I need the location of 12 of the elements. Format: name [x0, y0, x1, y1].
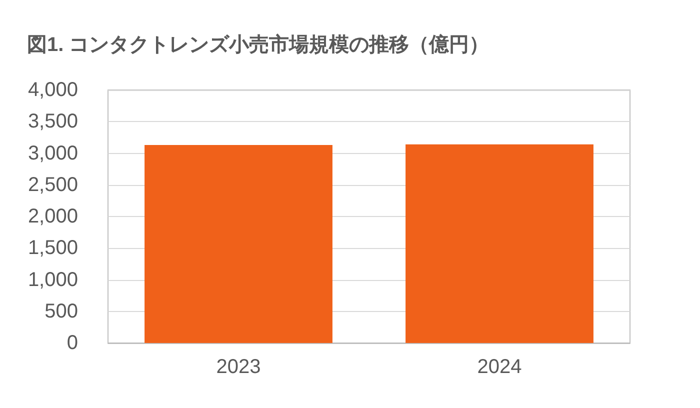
y-tick-label: 3,500: [28, 110, 78, 133]
y-tick-label: 1,000: [28, 268, 78, 291]
y-tick-label: 1,500: [28, 237, 78, 260]
y-tick-label: 0: [66, 332, 78, 354]
x-tick-label: 2023: [216, 356, 261, 378]
x-tick-label: 2024: [477, 356, 522, 378]
y-tick-label: 500: [44, 300, 78, 322]
chart-title: 図1. コンタクトレンズ小売市場規模の推移（億円）: [27, 33, 490, 56]
y-tick-label: 4,000: [28, 79, 78, 101]
y-tick-label: 2,500: [28, 174, 78, 196]
y-tick-label: 2,000: [28, 206, 78, 228]
y-tick-label: 3,000: [28, 142, 78, 164]
